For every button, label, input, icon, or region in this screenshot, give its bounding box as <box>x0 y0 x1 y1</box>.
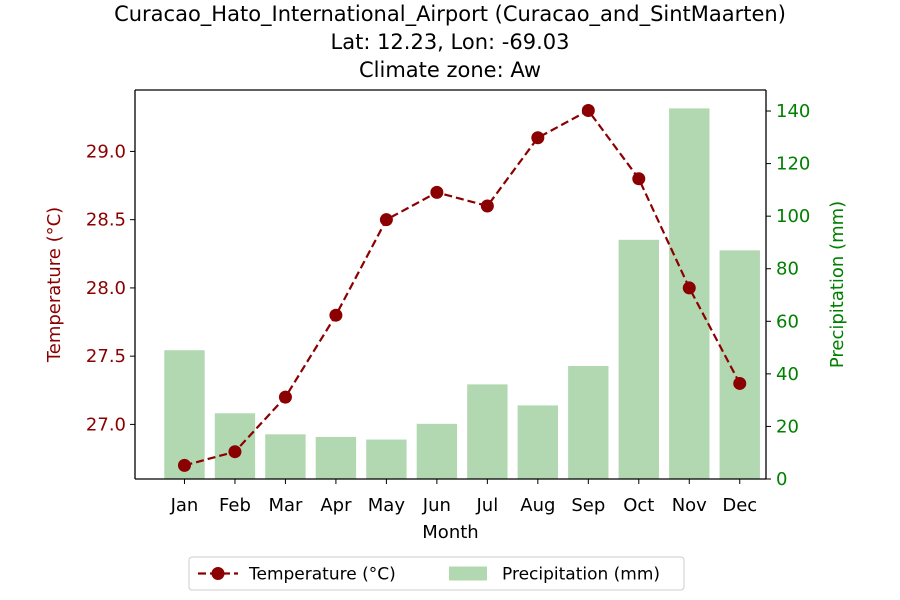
x-tick-label: May <box>368 495 406 516</box>
precip-bar-dec <box>719 250 760 479</box>
right-tick-label: 20 <box>776 416 799 437</box>
temperature-point-oct <box>632 172 646 186</box>
precip-bar-jul <box>467 384 508 479</box>
chart-title: Curacao_Hato_International_Airport (Cura… <box>114 2 786 26</box>
precip-bar-jun <box>416 423 458 479</box>
precip-bar-may <box>366 439 407 479</box>
x-tick-label: Apr <box>320 495 352 516</box>
left-tick-label: 29.0 <box>86 141 126 162</box>
temperature-line <box>184 109 741 467</box>
x-tick-label: Jul <box>475 495 498 516</box>
temperature-point-mar <box>278 390 292 404</box>
right-tick-label: 60 <box>776 311 799 332</box>
right-tick-label: 140 <box>776 101 810 122</box>
temperature-point-feb <box>228 445 242 459</box>
x-tick-label: Oct <box>623 495 654 516</box>
x-tick-label: Mar <box>268 495 303 516</box>
temperature-point-jan <box>177 458 191 472</box>
x-tick-label: Dec <box>722 495 757 516</box>
right-tick-label: 120 <box>776 154 810 175</box>
left-tick-label: 28.0 <box>86 278 126 299</box>
precip-bar-apr <box>315 436 357 479</box>
temperature-point-aug <box>531 131 545 145</box>
legend-box <box>188 556 685 591</box>
x-tick-label: Sep <box>571 495 605 516</box>
temperature-point-dec <box>733 376 747 390</box>
left-axis-label: Temperature (°C) <box>44 207 65 363</box>
right-axis-label: Precipitation (mm) <box>827 201 848 368</box>
temperature-point-jul <box>480 199 494 213</box>
right-tick-label: 40 <box>776 364 799 385</box>
x-tick-label: Nov <box>672 495 707 516</box>
legend-precip-label: Precipitation (mm) <box>502 565 660 585</box>
temperature-point-sep <box>581 103 595 117</box>
precip-bar-mar <box>265 434 306 479</box>
x-tick-label: Aug <box>520 495 555 516</box>
precip-bar-jan <box>164 350 205 479</box>
precip-bar-aug <box>517 405 559 479</box>
temperature-point-jun <box>430 185 444 199</box>
x-axis-label: Month <box>422 522 478 543</box>
precip-bar-oct <box>618 239 659 479</box>
right-tick-label: 100 <box>776 206 810 227</box>
left-tick-label: 27.5 <box>86 346 126 367</box>
chart-subtitle-climate: Climate zone: Aw <box>358 58 542 82</box>
chart-subtitle-location: Lat: 12.23, Lon: -69.03 <box>330 30 570 54</box>
legend-precip-swatch <box>449 566 487 581</box>
x-tick-label: Jan <box>170 495 199 516</box>
right-tick-label: 0 <box>776 469 787 490</box>
temperature-point-nov <box>682 281 696 295</box>
right-tick-label: 80 <box>776 259 799 280</box>
precip-bar-sep <box>568 365 609 479</box>
left-tick-label: 28.5 <box>86 210 126 231</box>
legend-temperature-marker <box>211 567 225 580</box>
x-tick-label: Feb <box>219 495 251 516</box>
legend-temperature-label: Temperature (°C) <box>248 565 396 585</box>
x-tick-label: Jun <box>422 495 451 516</box>
temperature-point-may <box>379 213 393 227</box>
left-tick-label: 27.0 <box>86 414 126 435</box>
temperature-point-apr <box>329 308 343 322</box>
